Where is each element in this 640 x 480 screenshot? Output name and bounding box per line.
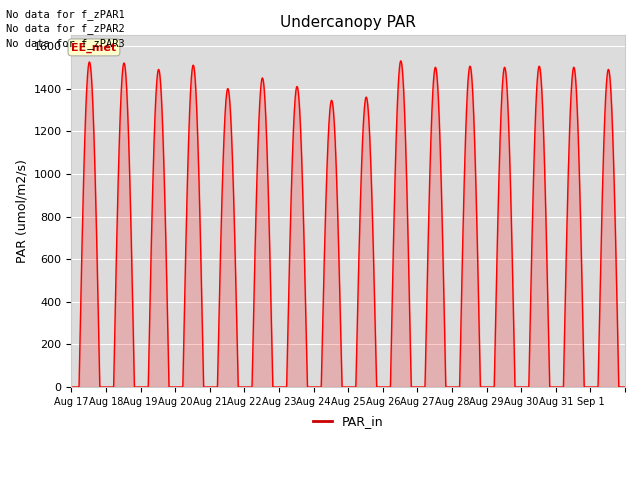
Text: No data for f_zPAR2: No data for f_zPAR2 bbox=[6, 23, 125, 34]
Text: No data for f_zPAR3: No data for f_zPAR3 bbox=[6, 37, 125, 48]
Text: No data for f_zPAR1: No data for f_zPAR1 bbox=[6, 9, 125, 20]
Text: EE_met: EE_met bbox=[72, 42, 116, 52]
Y-axis label: PAR (umol/m2/s): PAR (umol/m2/s) bbox=[15, 159, 28, 263]
Legend: PAR_in: PAR_in bbox=[308, 410, 388, 433]
Title: Undercanopy PAR: Undercanopy PAR bbox=[280, 15, 416, 30]
